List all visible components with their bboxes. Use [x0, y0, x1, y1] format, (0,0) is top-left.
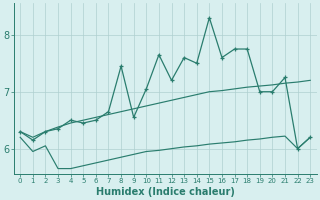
X-axis label: Humidex (Indice chaleur): Humidex (Indice chaleur) — [96, 187, 235, 197]
